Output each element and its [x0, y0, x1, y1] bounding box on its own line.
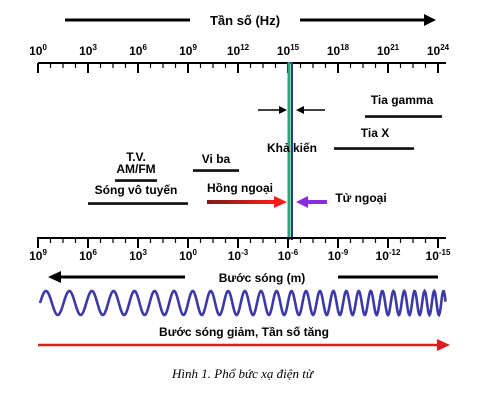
bottom-arrow-head [437, 339, 450, 351]
amfm-label: AM/FM [116, 162, 155, 176]
frequency-axis-labels: 100 103 106 109 1012 1015 1018 1021 1024 [29, 43, 450, 58]
infrared-label: Hồng ngoại [207, 181, 273, 195]
wavelength-tick-label: 106 [79, 248, 97, 263]
wavelength-title-arrow: Bước sóng (m) [48, 271, 438, 285]
ultraviolet-arrow-head [296, 196, 308, 208]
wavelength-tick-label: 10-6 [278, 248, 299, 263]
wavelength-tick-label: 10-12 [376, 248, 401, 263]
wavelength-axis-ticks [37, 237, 439, 248]
bands: Tia gamma Tia X T.V. AM/FM Vi ba Sóng vô… [88, 93, 442, 208]
infrared-arrow-body [207, 200, 275, 204]
bottom-label: Bước sóng giảm, Tần số tăng [159, 325, 329, 339]
ultraviolet-label: Tử ngoại [335, 191, 386, 205]
wavelength-tick-label: 10-15 [426, 248, 451, 263]
visible-left-arrow-head [279, 106, 287, 114]
frequency-title-arrow: Tần số (Hz) [65, 13, 436, 28]
wavelength-tick-label: 103 [129, 248, 147, 263]
wavelength-arrow-head [48, 271, 61, 283]
wavelength-axis-title: Bước sóng (m) [219, 271, 306, 285]
microwave-bar [193, 169, 239, 172]
wavelength-tick-label: 10-9 [328, 248, 349, 263]
frequency-tick-label: 103 [79, 43, 97, 58]
visible-right-arrow-head [296, 106, 304, 114]
wavelength-tick-label: 100 [179, 248, 197, 263]
frequency-tick-label: 109 [179, 43, 197, 58]
xray-bar [334, 147, 414, 150]
gamma-label: Tia gamma [371, 93, 434, 107]
xray-label: Tia X [361, 126, 389, 140]
frequency-axis: 100 103 106 109 1012 1015 1018 1021 1024 [29, 43, 450, 73]
frequency-tick-label: 1021 [377, 43, 400, 58]
frequency-tick-label: 1024 [427, 43, 450, 58]
wavelength-tick-label: 10-3 [228, 248, 249, 263]
bottom-arrow: Bước sóng giảm, Tần số tăng [38, 325, 450, 351]
gamma-bar [365, 115, 442, 118]
microwave-label: Vi ba [202, 152, 231, 166]
electromagnetic-wave [38, 288, 447, 318]
wavelength-axis-labels: 109 106 103 100 10-3 10-6 10-9 10-12 10-15 [29, 248, 451, 263]
wavelength-tick-label: 109 [29, 248, 47, 263]
radio-bar [88, 202, 188, 205]
wavelength-axis: 109 106 103 100 10-3 10-6 10-9 10-12 10-15 [29, 237, 451, 263]
ultraviolet-arrow-body [307, 200, 327, 204]
amfm-bar [115, 179, 157, 182]
frequency-axis-title: Tần số (Hz) [210, 13, 280, 28]
frequency-axis-ticks [37, 63, 439, 73]
frequency-tick-label: 100 [29, 43, 47, 58]
radio-label: Sóng vô tuyến [95, 183, 178, 197]
figure-caption: Hình 1. Phổ bức xạ điện từ [172, 366, 313, 381]
frequency-tick-label: 106 [129, 43, 147, 58]
frequency-tick-label: 1018 [327, 43, 350, 58]
visible-label: Khả kiến [267, 141, 317, 155]
tv-label: T.V. [126, 150, 146, 164]
frequency-tick-label: 1012 [227, 43, 250, 58]
visible-band-marker: Khả kiến [258, 62, 325, 240]
frequency-arrow-head [424, 14, 436, 26]
infrared-arrow-head [274, 196, 287, 208]
frequency-tick-label: 1015 [277, 43, 300, 58]
